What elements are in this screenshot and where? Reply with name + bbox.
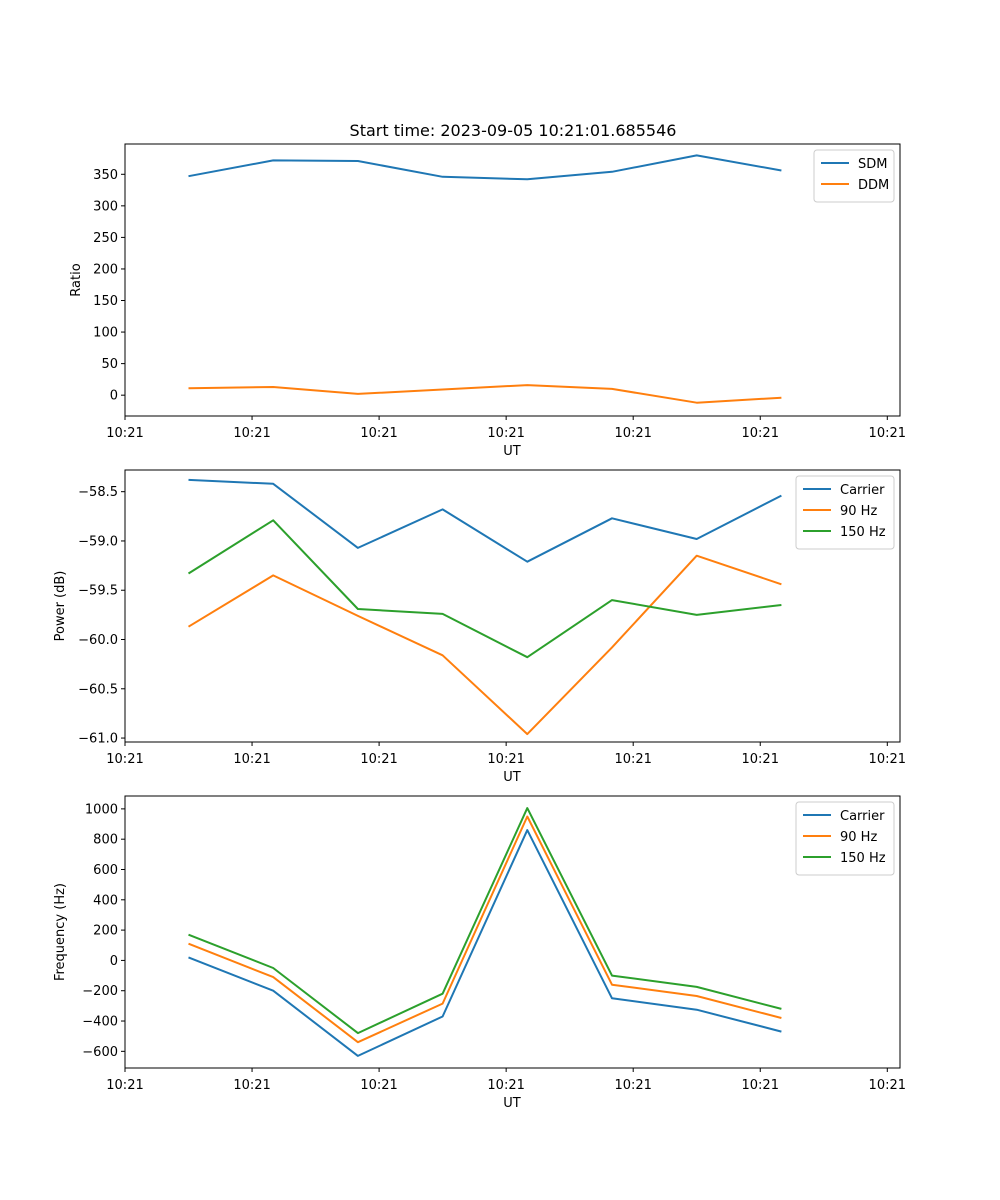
x-tick-label: 10:21 <box>742 752 779 767</box>
y-tick-label: −59.0 <box>78 534 118 549</box>
y-tick-label: −58.5 <box>78 485 118 500</box>
x-tick-label: 10:21 <box>614 426 651 441</box>
y-axis-label: Power (dB) <box>53 571 68 642</box>
power-chart: 10:21 10:21 10:21 10:21 10:21 10:21 10:21 −58.5… <box>53 469 906 785</box>
x-tick-label: 10:21 <box>742 426 779 441</box>
axes-frame <box>124 795 901 1069</box>
y-tick-label: 150 <box>93 294 118 309</box>
y-axis-label: Frequency (Hz) <box>53 883 68 981</box>
x-tick-label: 10:21 <box>106 1078 143 1093</box>
x-axis-label: UT <box>503 770 521 785</box>
y-tick-label: 1000 <box>85 802 118 817</box>
y-tick-label: 400 <box>93 893 118 908</box>
x-tick-label: 10:21 <box>742 1078 779 1093</box>
y-tick-label: −60.5 <box>78 682 118 697</box>
legend-label-90-hz: 90 Hz <box>840 504 877 519</box>
series-line-150-hz <box>188 807 782 1035</box>
y-tick-label: 300 <box>93 199 118 214</box>
y-tick-label: 200 <box>93 262 118 277</box>
x-tick-label: 10:21 <box>106 426 143 441</box>
series-line-90-hz <box>188 815 782 1044</box>
x-tick-label: 10:21 <box>233 752 270 767</box>
legend-label-ddm: DDM <box>858 178 889 193</box>
y-tick-label: 50 <box>101 357 118 372</box>
series-line-carrier <box>188 478 782 563</box>
series-line-ddm <box>188 384 782 404</box>
y-tick-label: 200 <box>93 924 118 939</box>
y-tick-label: 250 <box>93 231 118 246</box>
y-tick-label: −600 <box>82 1045 118 1060</box>
y-tick-label: 350 <box>93 168 118 183</box>
x-tick-label: 10:21 <box>360 752 397 767</box>
y-tick-label: −400 <box>82 1015 118 1030</box>
x-tick-label: 10:21 <box>487 426 524 441</box>
legend: SDM DDM <box>813 149 895 203</box>
series-line-sdm <box>188 154 782 181</box>
axes-frame <box>124 469 901 743</box>
x-tick-label: 10:21 <box>360 426 397 441</box>
axes-frame <box>124 143 901 417</box>
x-tick-label: 10:21 <box>233 426 270 441</box>
x-tick-label: 10:21 <box>106 752 143 767</box>
y-tick-label: −59.5 <box>78 584 118 599</box>
ratio-chart: 10:21 10:21 10:21 10:21 10:21 10:21 10:21 0 50 10… <box>69 143 906 459</box>
y-tick-label: −60.0 <box>78 633 118 648</box>
y-tick-label: −200 <box>82 984 118 999</box>
series-line-90-hz <box>187 554 782 736</box>
x-tick-label: 10:21 <box>487 752 524 767</box>
x-axis-label: UT <box>503 1096 521 1111</box>
x-tick-label: 10:21 <box>487 1078 524 1093</box>
x-tick-label: 10:21 <box>614 752 651 767</box>
legend-label-carrier: Carrier <box>840 483 885 498</box>
series-line-150-hz <box>187 519 782 659</box>
x-axis-label: UT <box>503 444 521 459</box>
legend-label-carrier: Carrier <box>840 809 885 824</box>
y-tick-label: 0 <box>110 954 118 969</box>
x-tick-label: 10:21 <box>869 752 906 767</box>
legend: Carrier 90 Hz 150 Hz <box>795 801 895 876</box>
x-tick-label: 10:21 <box>614 1078 651 1093</box>
legend-label-150-hz: 150 Hz <box>840 525 886 540</box>
legend-label-150-hz: 150 Hz <box>840 851 886 866</box>
legend-label-90-hz: 90 Hz <box>840 830 877 845</box>
x-tick-label: 10:21 <box>869 1078 906 1093</box>
figure-title: Start time: 2023-09-05 10:21:01.685546 <box>350 121 677 140</box>
y-tick-label: 100 <box>93 326 118 341</box>
frequency-chart: 10:21 10:21 10:21 10:21 10:21 10:21 10:21 1000 8… <box>53 795 906 1111</box>
legend: Carrier 90 Hz 150 Hz <box>795 475 895 550</box>
x-tick-label: 10:21 <box>360 1078 397 1093</box>
x-tick-label: 10:21 <box>869 426 906 441</box>
y-axis-label: Ratio <box>69 263 84 296</box>
y-tick-label: 0 <box>110 389 118 404</box>
y-tick-label: 600 <box>93 863 118 878</box>
y-tick-label: 800 <box>93 833 118 848</box>
series-line-carrier <box>188 829 782 1057</box>
y-tick-label: −61.0 <box>78 732 118 747</box>
x-tick-label: 10:21 <box>233 1078 270 1093</box>
legend-label-sdm: SDM <box>858 157 887 172</box>
